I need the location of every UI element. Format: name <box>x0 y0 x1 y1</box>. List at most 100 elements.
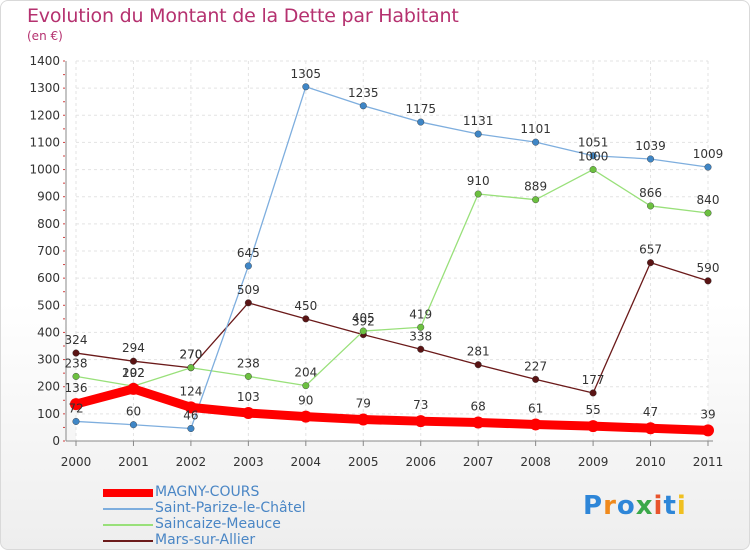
data-label: 1235 <box>348 86 379 100</box>
data-label: 392 <box>352 315 375 329</box>
y-tick-label: 700 <box>37 244 60 258</box>
data-label: 910 <box>467 174 490 188</box>
data-point <box>242 407 255 420</box>
data-point <box>529 418 542 431</box>
data-label: 238 <box>237 356 260 370</box>
logo-letter: x <box>635 491 654 521</box>
axes: 0 100 200 300 400 500 600 700 800 900 1000 1100 1200… <box>29 54 723 469</box>
logo-letter: t <box>663 491 677 521</box>
data-label: 60 <box>126 405 141 419</box>
data-point <box>129 421 137 429</box>
legend-label: Saint-Parize-le-Châtel <box>155 500 306 516</box>
data-label: 405 <box>352 311 375 325</box>
data-point <box>72 349 80 357</box>
data-label: 840 <box>697 193 720 207</box>
data-point <box>244 299 252 307</box>
series-line <box>75 168 709 387</box>
data-label: 227 <box>524 359 547 373</box>
legend-label: Saincaize-Meauce <box>155 516 281 532</box>
data-point <box>704 209 712 217</box>
x-tick-label: 2000 <box>61 455 92 469</box>
data-point <box>589 166 597 174</box>
data-label: 866 <box>639 186 662 200</box>
data-label: 270 <box>179 348 202 362</box>
data-point <box>472 416 485 429</box>
legend-label: MAGNY-COURS <box>155 484 260 500</box>
data-point <box>647 155 655 163</box>
logo-letter: i <box>676 491 687 521</box>
data-label: 177 <box>582 373 605 387</box>
data-label: 1039 <box>635 139 666 153</box>
data-label: 68 <box>471 400 486 414</box>
data-point <box>187 364 195 372</box>
y-tick-label: 500 <box>37 298 60 312</box>
legend-swatch <box>103 540 153 542</box>
data-label: 39 <box>700 407 715 421</box>
data-point <box>589 389 597 397</box>
data-point <box>299 410 312 423</box>
series-line <box>71 384 713 435</box>
data-point <box>184 401 197 414</box>
data-label: 202 <box>122 366 145 380</box>
data-point <box>532 138 540 146</box>
data-point <box>417 323 425 331</box>
y-tick-label: 1000 <box>29 163 60 177</box>
data-label: 889 <box>524 180 547 194</box>
data-label: 55 <box>585 403 600 417</box>
data-label: 1101 <box>520 122 551 136</box>
data-label: 61 <box>528 401 543 415</box>
data-point <box>414 415 427 428</box>
data-label: 509 <box>237 283 260 297</box>
plot-area <box>76 61 708 441</box>
data-label: 657 <box>639 243 662 257</box>
series-lines <box>70 83 714 437</box>
y-tick-label: 1400 <box>29 54 60 68</box>
data-label: 72 <box>68 401 83 415</box>
data-label: 450 <box>294 299 317 313</box>
data-point <box>704 277 712 285</box>
data-label: 73 <box>413 398 428 412</box>
legend-swatch <box>103 508 153 510</box>
x-tick-label: 2010 <box>635 455 666 469</box>
data-label: 1009 <box>693 147 724 161</box>
x-tick-label: 2008 <box>520 455 551 469</box>
data-label: 238 <box>65 356 88 370</box>
x-tick-label: 2001 <box>118 455 149 469</box>
data-point <box>359 327 367 335</box>
data-label: 136 <box>65 381 88 395</box>
x-tick-label: 2002 <box>176 455 207 469</box>
data-point <box>187 425 195 433</box>
y-tick-label: 600 <box>37 271 60 285</box>
series-line <box>75 262 709 394</box>
data-point <box>302 83 310 91</box>
legend-swatch <box>103 489 153 497</box>
data-point <box>417 345 425 353</box>
data-label: 1051 <box>578 136 609 150</box>
y-tick-label: 900 <box>37 190 60 204</box>
data-point <box>589 152 597 160</box>
unit-label: (en €) <box>27 29 63 43</box>
data-label: 90 <box>298 394 313 408</box>
data-point <box>357 413 370 426</box>
data-point <box>532 196 540 204</box>
logo-letter: P <box>583 491 604 521</box>
data-point <box>302 382 310 390</box>
logo-letter: i <box>653 491 664 521</box>
data-point <box>474 190 482 198</box>
y-tick-label: 400 <box>37 325 60 339</box>
data-label: 204 <box>294 366 317 380</box>
chart-title: Evolution du Montant de la Dette par Hab… <box>27 5 459 27</box>
data-label: 281 <box>467 345 490 359</box>
data-label: 192 <box>122 366 145 380</box>
data-point <box>127 382 140 395</box>
data-label: 46 <box>183 409 198 423</box>
logo-letter: r <box>603 491 617 521</box>
data-label: 338 <box>409 329 432 343</box>
series-line <box>75 86 709 430</box>
data-label: 124 <box>179 384 202 398</box>
data-point <box>474 130 482 138</box>
x-tick-label: 2006 <box>405 455 436 469</box>
data-label: 590 <box>697 261 720 275</box>
data-label: 324 <box>65 333 88 347</box>
